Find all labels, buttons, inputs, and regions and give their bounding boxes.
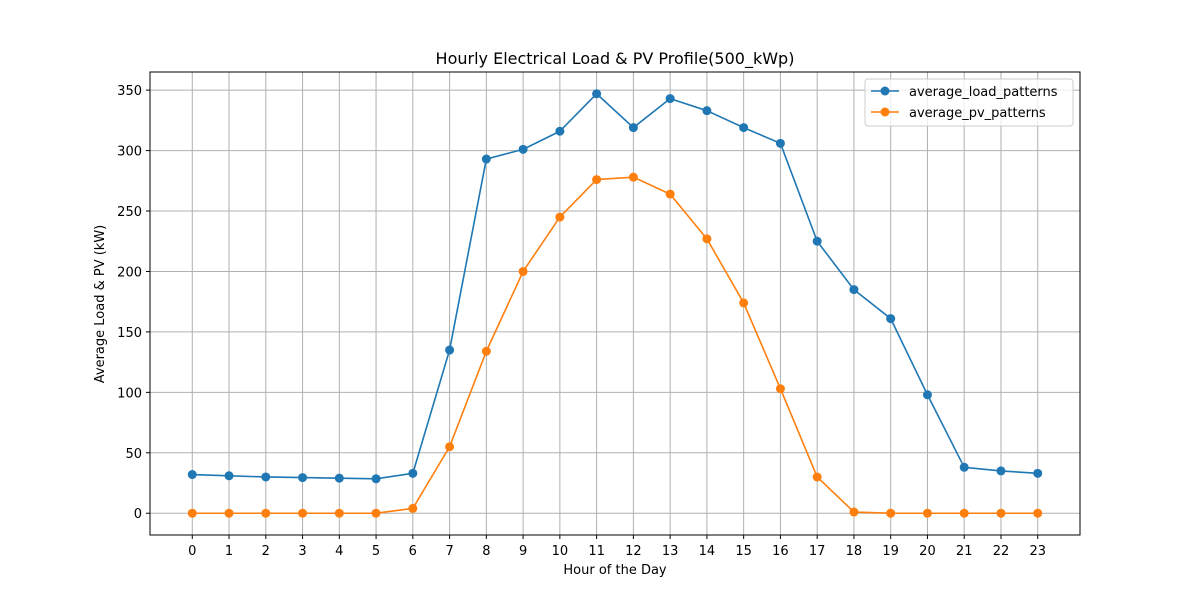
data-point-average_pv_patterns: [996, 508, 1006, 518]
x-tick-label: 12: [625, 544, 642, 559]
x-tick-label: 10: [552, 544, 569, 559]
series-line-average_load_patterns: [192, 92, 1038, 480]
data-point-average_load_patterns: [886, 314, 896, 324]
data-point-average_load_patterns: [739, 123, 749, 133]
x-tick-label: 3: [298, 544, 306, 559]
data-point-average_load_patterns: [371, 474, 381, 484]
data-point-average_load_patterns: [702, 106, 712, 116]
x-tick-label: 1: [225, 544, 233, 559]
x-tick-label: 20: [919, 544, 936, 559]
x-tick-label: 14: [699, 544, 716, 559]
data-point-average_pv_patterns: [187, 508, 197, 518]
legend: average_load_patterns average_pv_pattern…: [864, 78, 1074, 127]
data-point-average_pv_patterns: [628, 172, 638, 182]
data-point-average_pv_patterns: [518, 266, 528, 276]
grid-layer: [150, 72, 1080, 535]
x-tick-label: 19: [882, 544, 899, 559]
data-point-average_load_patterns: [518, 144, 528, 154]
data-point-average_pv_patterns: [408, 503, 418, 513]
data-point-average_load_patterns: [555, 126, 565, 136]
data-point-average_pv_patterns: [371, 508, 381, 518]
data-point-average_pv_patterns: [702, 234, 712, 244]
x-tick-label: 8: [482, 544, 490, 559]
data-point-average_load_patterns: [959, 462, 969, 472]
data-point-average_load_patterns: [298, 473, 308, 483]
chart-title: Hourly Electrical Load & PV Profile(500_…: [436, 49, 795, 69]
legend-box: [864, 78, 1074, 127]
data-point-average_pv_patterns: [592, 175, 602, 185]
y-tick-label: 50: [125, 447, 142, 462]
ticks-layer: 0 1 2 3 4 5 6 7 8 9 10 11 12 13 14 15 16 17 18 19 20 21 22 2305…: [117, 84, 1046, 559]
x-tick-label: 5: [372, 544, 380, 559]
x-tick-label: 23: [1029, 544, 1046, 559]
x-tick-label: 7: [445, 544, 453, 559]
data-point-average_pv_patterns: [334, 508, 344, 518]
y-tick-label: 150: [117, 326, 142, 341]
data-point-average_pv_patterns: [1033, 508, 1043, 518]
data-point-average_pv_patterns: [775, 384, 785, 394]
data-point-average_load_patterns: [224, 471, 234, 481]
y-tick-label: 200: [117, 265, 142, 280]
data-point-average_pv_patterns: [445, 442, 455, 452]
x-tick-label: 18: [846, 544, 863, 559]
x-tick-label: 9: [519, 544, 527, 559]
data-point-average_load_patterns: [922, 390, 932, 400]
data-point-average_load_patterns: [445, 345, 455, 355]
x-tick-label: 13: [662, 544, 679, 559]
x-tick-label: 2: [262, 544, 270, 559]
legend-label-load: average_load_patterns: [909, 85, 1058, 100]
x-tick-label: 22: [993, 544, 1010, 559]
x-tick-label: 16: [772, 544, 789, 559]
x-tick-label: 6: [409, 544, 417, 559]
y-tick-label: 100: [117, 386, 142, 401]
data-point-average_load_patterns: [996, 466, 1006, 476]
data-point-average_pv_patterns: [922, 508, 932, 518]
x-axis-title: Hour of the Day: [563, 563, 667, 578]
x-tick-label: 15: [735, 544, 752, 559]
x-tick-label: 4: [335, 544, 343, 559]
data-point-average_load_patterns: [408, 468, 418, 478]
data-point-average_pv_patterns: [261, 508, 271, 518]
y-tick-label: 0: [134, 507, 142, 522]
data-point-average_load_patterns: [334, 473, 344, 483]
data-point-average_pv_patterns: [298, 508, 308, 518]
data-point-average_pv_patterns: [555, 212, 565, 222]
data-point-average_pv_patterns: [224, 508, 234, 518]
x-tick-label: 11: [588, 544, 605, 559]
data-point-average_pv_patterns: [886, 508, 896, 518]
data-point-average_load_patterns: [1033, 468, 1043, 478]
legend-marker-pv: [880, 107, 890, 117]
data-point-average_load_patterns: [849, 285, 859, 295]
x-tick-label: 0: [188, 544, 196, 559]
legend-marker-load: [880, 86, 890, 96]
data-point-average_load_patterns: [812, 236, 822, 246]
series-layer: [187, 89, 1043, 518]
series-line-average_pv_patterns: [192, 176, 1038, 515]
data-point-average_load_patterns: [481, 154, 491, 164]
data-point-average_load_patterns: [775, 138, 785, 148]
legend-label-pv: average_pv_patterns: [909, 106, 1046, 121]
data-point-average_load_patterns: [665, 94, 675, 104]
y-tick-label: 300: [117, 145, 142, 160]
data-point-average_load_patterns: [261, 472, 271, 482]
y-axis-title: Average Load & PV (kW): [93, 225, 108, 384]
data-point-average_load_patterns: [592, 89, 602, 99]
x-tick-label: 17: [809, 544, 826, 559]
data-point-average_pv_patterns: [739, 298, 749, 308]
data-point-average_pv_patterns: [481, 346, 491, 356]
data-point-average_load_patterns: [187, 470, 197, 480]
data-point-average_pv_patterns: [959, 508, 969, 518]
data-point-average_load_patterns: [628, 123, 638, 133]
data-point-average_pv_patterns: [812, 472, 822, 482]
x-tick-label: 21: [956, 544, 973, 559]
y-tick-label: 250: [117, 205, 142, 220]
data-point-average_pv_patterns: [849, 507, 859, 517]
y-tick-label: 350: [117, 84, 142, 99]
plot-area-frame: [149, 71, 1081, 536]
data-point-average_pv_patterns: [665, 189, 675, 199]
